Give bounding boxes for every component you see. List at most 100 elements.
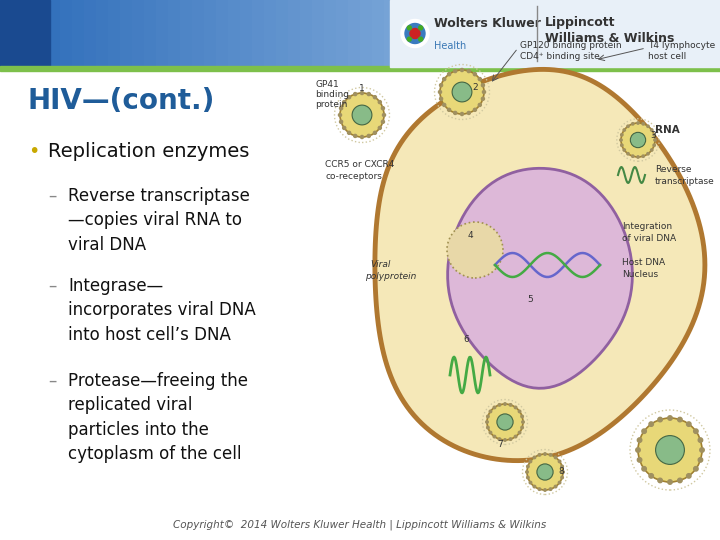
Text: 7: 7 [497,440,503,449]
Bar [300,0,312,67]
Bar [516,0,528,67]
Circle shape [514,406,517,409]
Circle shape [443,78,446,80]
Bar [390,0,720,67]
Circle shape [627,153,629,155]
Circle shape [340,107,343,110]
Circle shape [408,37,411,41]
Circle shape [687,474,691,478]
Circle shape [348,96,351,99]
Circle shape [487,415,489,418]
Circle shape [647,125,649,127]
Bar [276,0,288,67]
Circle shape [352,105,372,125]
Bar [120,0,132,67]
Text: –: – [48,277,56,295]
Circle shape [649,422,654,427]
Text: CCR5 or CXCR4: CCR5 or CXCR4 [325,160,395,169]
Bar [504,0,516,67]
Circle shape [630,132,646,147]
Bar [0,66,720,71]
Circle shape [642,155,644,157]
Text: Health: Health [434,40,467,51]
Circle shape [408,26,411,30]
Bar [0,0,50,67]
Circle shape [486,421,488,423]
Circle shape [544,489,546,491]
Circle shape [637,457,642,462]
Circle shape [637,438,642,442]
Text: Host DNA: Host DNA [622,258,665,267]
Circle shape [473,73,477,76]
Circle shape [504,438,506,441]
Text: protein: protein [315,100,347,109]
Text: 3: 3 [650,131,656,139]
Bar [48,0,60,67]
Circle shape [527,454,563,490]
Text: polyprotein: polyprotein [365,272,416,281]
Circle shape [439,97,443,100]
Text: GP120 binding protein: GP120 binding protein [520,41,621,50]
Circle shape [361,91,364,94]
Circle shape [447,222,503,278]
Bar [324,0,336,67]
Text: Lippincott
Williams & Wilkins: Lippincott Williams & Wilkins [545,16,675,45]
Polygon shape [448,168,632,388]
Bar [408,0,420,67]
Text: –: – [48,187,56,205]
Bar [288,0,300,67]
Circle shape [538,454,541,456]
Circle shape [378,100,382,104]
Bar [60,0,72,67]
Circle shape [678,417,682,422]
Circle shape [667,480,672,484]
Circle shape [533,456,536,458]
Circle shape [693,429,698,434]
Circle shape [482,91,485,93]
Circle shape [522,421,524,423]
Circle shape [636,448,640,452]
Bar [696,0,708,67]
Circle shape [478,78,482,80]
Bar [36,0,48,67]
Circle shape [623,149,626,151]
Bar [384,0,396,67]
Circle shape [687,422,691,427]
Circle shape [561,465,563,468]
Bar [12,0,24,67]
Circle shape [518,431,521,434]
Text: 8: 8 [558,468,564,476]
Circle shape [493,406,495,409]
Text: HIV—(cont.): HIV—(cont.) [28,87,215,115]
Bar [528,0,540,67]
Circle shape [382,113,385,117]
Circle shape [489,410,492,413]
Circle shape [621,144,623,146]
Text: binding: binding [315,90,349,99]
Circle shape [514,435,517,438]
Bar [216,0,228,67]
Text: Wolters Kluwer: Wolters Kluwer [434,17,541,30]
Circle shape [623,129,626,131]
Text: 1: 1 [359,84,365,93]
Circle shape [497,414,513,430]
Circle shape [526,476,529,479]
Text: GP41: GP41 [315,80,338,89]
Bar [648,0,660,67]
Text: co-receptors: co-receptors [325,172,382,181]
Circle shape [354,92,356,96]
Circle shape [478,103,482,106]
Bar [264,0,276,67]
Bar [552,0,564,67]
Circle shape [653,144,655,146]
Circle shape [461,112,464,116]
Circle shape [533,485,536,488]
Bar [0,71,720,540]
Bar [636,0,648,67]
Circle shape [509,403,512,406]
Circle shape [418,37,423,41]
Circle shape [448,73,451,76]
Text: Reverse transcriptase
—copies viral RNA to
viral DNA: Reverse transcriptase —copies viral RNA … [68,187,250,254]
Circle shape [367,92,370,96]
Circle shape [631,155,634,157]
